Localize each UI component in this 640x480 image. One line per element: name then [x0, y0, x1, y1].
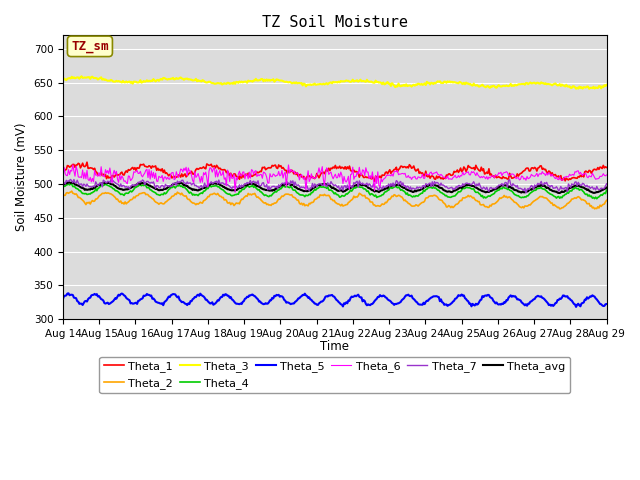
Theta_2: [68, 188, 76, 194]
Theta_4: [506, 187, 513, 193]
Theta_avg: [355, 181, 362, 187]
Theta_1: [322, 168, 330, 174]
Theta_7: [506, 177, 513, 182]
Line: Theta_2: Theta_2: [63, 191, 607, 209]
Text: TZ_sm: TZ_sm: [71, 40, 109, 53]
Theta_avg: [59, 181, 67, 187]
Theta_3: [586, 86, 593, 92]
Y-axis label: Soil Moisture (mV): Soil Moisture (mV): [15, 123, 28, 231]
Theta_1: [507, 173, 515, 179]
Theta_7: [59, 181, 67, 187]
Theta_6: [507, 172, 515, 178]
Theta_1: [385, 168, 392, 174]
Theta_2: [556, 206, 564, 212]
Theta_3: [603, 82, 611, 88]
Theta_7: [592, 187, 600, 193]
Theta_4: [59, 184, 67, 190]
Theta_6: [323, 165, 330, 171]
Theta_5: [59, 296, 67, 301]
Theta_5: [592, 296, 600, 301]
X-axis label: Time: Time: [320, 340, 349, 353]
Theta_6: [319, 177, 327, 182]
Theta_5: [322, 294, 330, 300]
Theta_5: [506, 294, 513, 300]
Line: Theta_avg: Theta_avg: [63, 182, 607, 193]
Theta_2: [59, 193, 67, 199]
Theta_avg: [384, 185, 392, 191]
Line: Theta_7: Theta_7: [63, 180, 607, 193]
Theta_6: [603, 172, 611, 178]
Theta_4: [384, 188, 392, 193]
Theta_2: [506, 194, 513, 200]
Theta_2: [355, 193, 362, 199]
Theta_avg: [65, 180, 72, 185]
Theta_avg: [603, 185, 611, 191]
Theta_4: [322, 184, 330, 190]
Line: Theta_3: Theta_3: [63, 76, 607, 89]
Theta_4: [593, 196, 600, 202]
Theta_1: [603, 165, 611, 170]
Theta_3: [59, 77, 67, 83]
Theta_4: [68, 181, 76, 187]
Theta_7: [107, 177, 115, 182]
Theta_6: [69, 162, 77, 168]
Theta_avg: [319, 181, 326, 187]
Theta_7: [319, 182, 326, 188]
Theta_6: [59, 174, 67, 180]
Line: Theta_1: Theta_1: [63, 162, 607, 181]
Theta_5: [603, 301, 611, 307]
Theta_7: [603, 181, 611, 187]
Theta_2: [603, 197, 611, 203]
Theta_6: [231, 189, 239, 195]
Theta_1: [319, 170, 326, 176]
Theta_avg: [592, 190, 600, 195]
Theta_7: [384, 183, 392, 189]
Theta_3: [506, 83, 513, 89]
Theta_5: [355, 292, 362, 298]
Theta_1: [355, 170, 362, 176]
Line: Theta_6: Theta_6: [63, 165, 607, 192]
Theta_avg: [506, 184, 513, 190]
Theta_2: [384, 198, 392, 204]
Theta_2: [322, 192, 330, 198]
Theta_4: [591, 196, 598, 202]
Theta_avg: [556, 190, 564, 196]
Theta_7: [522, 190, 530, 196]
Theta_5: [65, 290, 72, 296]
Theta_1: [592, 167, 600, 173]
Theta_4: [319, 184, 326, 190]
Theta_1: [83, 159, 91, 165]
Theta_5: [319, 299, 326, 304]
Theta_2: [319, 192, 326, 198]
Theta_6: [592, 176, 600, 182]
Line: Theta_4: Theta_4: [63, 184, 607, 199]
Theta_3: [384, 79, 392, 85]
Theta_3: [319, 82, 326, 87]
Theta_3: [77, 73, 85, 79]
Theta_6: [385, 172, 392, 178]
Theta_1: [59, 168, 67, 174]
Theta_3: [355, 79, 362, 84]
Theta_5: [572, 304, 580, 310]
Theta_5: [384, 297, 392, 302]
Theta_2: [592, 205, 600, 211]
Theta_avg: [322, 182, 330, 188]
Theta_4: [355, 183, 362, 189]
Theta_7: [355, 184, 362, 190]
Theta_6: [355, 164, 363, 170]
Theta_3: [322, 81, 330, 87]
Line: Theta_5: Theta_5: [63, 293, 607, 307]
Theta_4: [603, 187, 611, 193]
Legend: Theta_1, Theta_2, Theta_3, Theta_4, Theta_5, Theta_6, Theta_7, Theta_avg: Theta_1, Theta_2, Theta_3, Theta_4, Thet…: [99, 357, 570, 393]
Theta_7: [322, 182, 330, 188]
Theta_1: [371, 179, 378, 184]
Title: TZ Soil Moisture: TZ Soil Moisture: [262, 15, 408, 30]
Theta_3: [592, 84, 600, 90]
